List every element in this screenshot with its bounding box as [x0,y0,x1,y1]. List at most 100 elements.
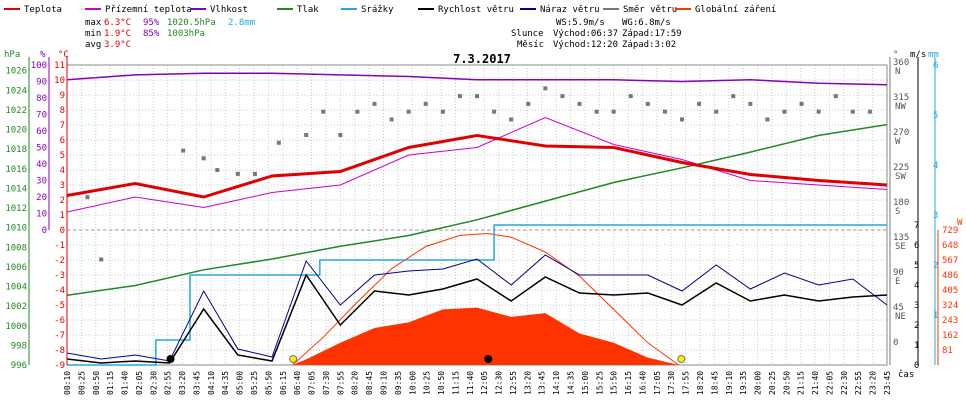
stats-max-press: 1020.5hPa [167,18,216,28]
x-tick-label-group: 23:45 [883,371,892,395]
axis-title-hpa: hPa [4,50,20,60]
x-tick-label-group: 15:50 [610,371,619,395]
x-tick-label: 07:05 [308,371,317,395]
winddir-point [680,117,684,122]
x-tick-label: 09:10 [379,371,388,395]
tick-pressure: 1016 [5,165,27,175]
winddir-point [475,94,479,99]
legend: Teplota Přízemní teplota Vlhkost Tlak Srážky… [4,5,776,15]
x-tick-label-group: 18:20 [696,371,705,395]
winddir-point [594,109,599,114]
tick-temp-upper: 10 [54,76,65,86]
series-wind-gust [66,254,888,362]
winddir-point [338,133,343,137]
tick-pressure: 1014 [5,184,27,194]
x-tick-label: 05:50 [264,371,273,395]
moonrise-marker [484,355,493,363]
winddir-point [215,168,220,172]
axis-title-pct: % [40,50,46,60]
tick-windspeed: 0 [914,361,919,371]
series-temperature [66,133,888,199]
legend-label: Srážky [361,5,394,15]
moonset-marker [166,355,175,363]
x-tick-label: 21:40 [811,371,820,395]
x-tick-label: 00:50 [92,371,101,395]
tick-winddir-label: SW [895,172,906,182]
x-tick-label-group: 00:50 [92,371,101,395]
winddir-point [276,140,281,145]
tick-winddir: 135 [893,233,909,243]
tick-winddir: 90 [893,268,904,278]
x-tick-label-group: 16:40 [638,371,647,395]
x-tick-label-group: 12:55 [509,371,518,395]
winddir-point [99,257,104,262]
winddir-point [628,94,633,99]
tick-pressure: 1012 [5,204,27,214]
tick-winddir-label: SE [895,242,906,252]
legend-label: Náraz větru [540,5,600,15]
tick-windspeed: 6 [914,241,919,251]
x-axis-ticks: 00:10 00:25 00:50 01:15 01:40 02:05 02:30 02:55… [63,371,892,395]
marks-layer [166,355,686,363]
tick-humidity: 90 [36,78,47,88]
tick-humidity: 70 [36,111,47,121]
legend-label: Teplota [24,5,62,15]
winddir-point [372,101,377,106]
x-tick-label-group: 22:55 [854,371,863,395]
x-tick-label: 13:20 [523,371,532,395]
axes-layer: 9969981000100210041006100810101012101410… [5,57,958,371]
tick-humidity: 80 [36,94,47,104]
tick-windspeed: 5 [914,261,919,271]
tick-pressure: 1010 [5,224,27,234]
x-tick-label-group: 04:35 [221,371,230,395]
x-tick-label: 11:40 [466,371,475,395]
x-tick-label: 06:15 [279,371,288,395]
tick-radiation: 486 [942,271,958,281]
x-tick-label-group: 05:00 [236,371,245,395]
x-tick-label-group: 19:10 [725,371,734,395]
x-tick-label-group: 04:10 [207,371,216,395]
tick-temp-upper: 9 [60,91,65,101]
stats-min-press: 1003hPa [167,29,205,39]
wind-wg: WG:6.8m/s [622,18,671,28]
stats-max-hum: 95% [143,18,160,28]
winddir-point [543,86,548,91]
x-tick-label: 05:00 [236,371,245,395]
tick-winddir: 315 [893,93,909,103]
x-tick-label: 16:40 [638,371,647,395]
stats-max-label: max [85,18,102,28]
x-tick-label: 18:45 [710,371,719,395]
tick-humidity: 100 [31,61,47,71]
x-tick-label: 00:10 [63,371,72,395]
x-tick-label-group: 01:15 [106,371,115,395]
x-tick-label-group: 13:45 [538,371,547,395]
x-tick-label-group: 08:20 [351,371,360,395]
tick-temp-lower: -2 [54,256,65,266]
winddir-point [304,133,309,137]
legend-label: Rychlost větru [438,5,514,15]
x-tick-label-group: 06:40 [293,371,302,395]
x-tick-label-group: 12:05 [480,371,489,395]
x-tick-label: 17:30 [667,371,676,395]
moon-set: Západ:3:02 [622,40,676,50]
tick-temp-lower: -9 [54,361,65,371]
x-tick-label: 06:40 [293,371,302,395]
x-tick-label: 14:35 [567,371,576,395]
x-tick-label: 15:00 [581,371,590,395]
axis-title-degc: °C [58,50,69,60]
x-tick-label: 20:25 [768,371,777,395]
axis-title-mm: mm [928,50,939,60]
x-tick-label-group: 03:20 [178,371,187,395]
winddir-point [85,195,90,200]
x-tick-label-group: 11:40 [466,371,475,395]
x-tick-label-group: 02:05 [135,371,144,395]
x-tick-label-group: 20:50 [782,371,791,395]
tick-radiation: 162 [942,331,958,341]
x-tick-label: 08:45 [365,371,374,395]
tick-temp-upper: 2 [60,196,65,206]
x-tick-label-group: 08:45 [365,371,374,395]
x-tick-label-group: 03:45 [192,371,201,395]
x-tick-label-group: 00:25 [77,371,86,395]
x-tick-label-group: 07:55 [336,371,345,395]
stats-max-rain: 2.8mm [228,18,255,28]
